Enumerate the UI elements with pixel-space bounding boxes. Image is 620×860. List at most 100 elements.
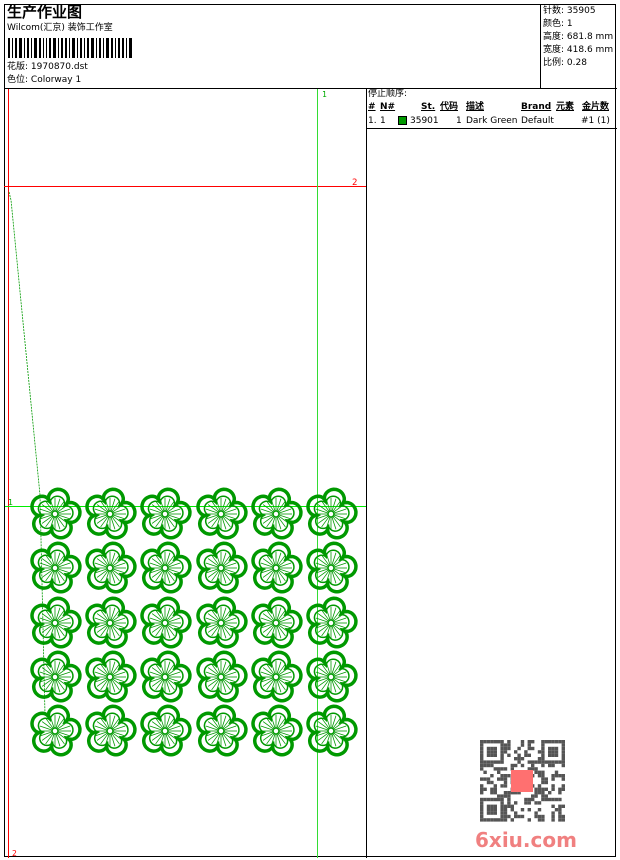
flower-vein [223,613,235,622]
barcode [8,38,134,58]
flower-vein [94,562,108,568]
flower-vein [149,671,163,677]
flower-vein [270,516,276,530]
flower-vein [110,679,116,693]
watermark-text: 6xiu.com [475,828,577,852]
flower-vein [207,732,219,741]
flower-vein [223,725,237,731]
flower-vein [104,516,110,530]
flower-vein [112,562,126,568]
flower-vein [333,515,345,524]
flower-motif [251,704,303,757]
flower-vein [167,725,181,731]
flower-vein [55,625,61,639]
flower-vein [149,508,163,514]
flower-vein [262,558,274,567]
flower-vein [266,733,275,745]
flower-vein [112,568,126,574]
flower-vein [221,733,227,747]
flower-vein [333,667,345,676]
flower-outline [306,704,358,757]
flower-center [272,619,280,627]
flower-vein [278,623,292,629]
stamp-logo [511,770,533,792]
flower-vein [325,552,331,566]
flower-vein [41,732,53,741]
flower-vein [222,717,231,729]
flower-outline [196,541,248,594]
flower-vein [45,554,54,566]
flower-vein [167,671,181,677]
info-scale: 比例: 0.28 [543,58,587,68]
flower-vein [45,570,54,582]
flower-vein [276,679,282,693]
flower-vein [149,677,163,683]
flower-motif [30,704,82,757]
flower-vein [110,661,116,675]
flower-vein [165,498,171,512]
flower-vein [277,733,286,745]
stop-sequence-title: 停止顺序: [368,89,408,99]
flower-outline [85,704,137,757]
flower-vein [165,570,171,584]
flower-vein [266,570,275,582]
flower-vein [155,570,164,582]
flower-vein [205,725,219,731]
flower-vein [332,609,341,621]
flower-center [217,564,225,572]
flower-center [272,673,280,681]
page-frame [4,4,616,857]
flower-vein [333,617,347,623]
flower-vein [151,624,163,633]
flower-vein [321,625,330,637]
color-swatch [398,116,407,125]
design-file: 花版: 1970870.dst [7,62,88,73]
flower-vein [215,679,221,693]
flower-vein [260,617,274,623]
flower-vein [332,516,341,528]
design-label: 花版: [7,62,29,72]
flower-vein [151,515,163,524]
flower-outline [30,541,82,594]
flower-vein [205,562,219,568]
flower-vein [333,732,345,741]
flower-outline [196,596,248,649]
flower-motif [306,487,358,540]
flower-vein [110,607,116,621]
flower-vein [45,609,54,621]
flower-vein [211,733,220,745]
flower-vein [112,617,126,623]
flower-vein [41,515,53,524]
flower-motif [140,541,192,594]
flower-vein [57,508,71,514]
flower-motif [196,541,248,594]
flower-vein [94,623,108,629]
flower-vein [315,623,329,629]
flower-vein [333,514,347,520]
flower-vein [260,623,274,629]
flower-vein [278,671,292,677]
flower-center [272,727,280,735]
flower-vein [159,679,165,693]
flower-vein [270,552,276,566]
flower-center [161,673,169,681]
col-index: # [368,102,376,112]
flower-motif [306,650,358,703]
flower-center [327,673,335,681]
flower-vein [325,625,331,639]
flower-vein [315,725,329,731]
flower-vein [211,663,220,675]
flower-vein [165,516,171,530]
flower-vein [155,554,164,566]
flower-vein [331,516,337,530]
flower-vein [321,609,330,621]
flower-motif [140,596,192,649]
flower-center [161,727,169,735]
flower-vein [215,607,221,621]
flower-vein [215,552,221,566]
flower-motif [85,596,137,649]
flower-vein [331,625,337,639]
info-divider [540,4,541,88]
flower-vein [167,623,181,629]
col-needle: N# [380,102,396,112]
